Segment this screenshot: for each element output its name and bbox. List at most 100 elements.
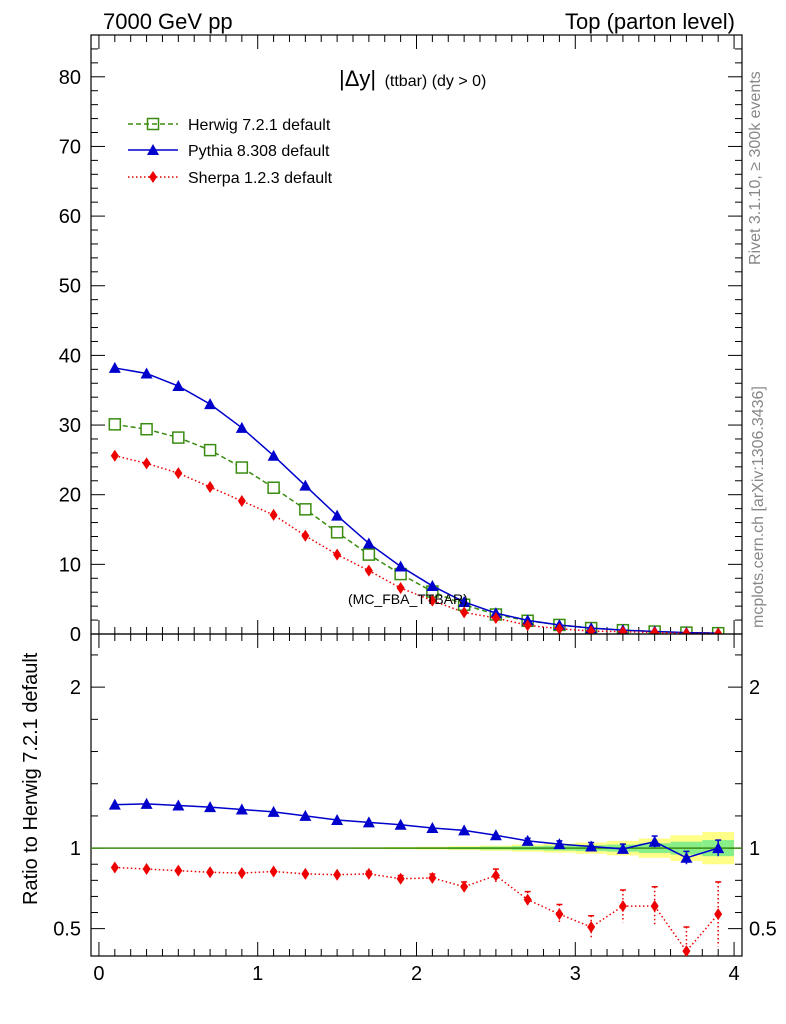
sherpa-point	[428, 594, 437, 607]
sherpa-point	[587, 625, 596, 634]
main-ytick-label: 30	[59, 415, 81, 437]
ratio-point-sherpa	[428, 871, 437, 884]
main-ytick-label: 80	[59, 67, 81, 89]
mcplots-label: mcplots.cern.ch [arXiv:1306.3436]	[750, 386, 767, 628]
legend-entry-sherpa: Sherpa 1.2.3 default	[128, 170, 333, 187]
watermark: (MC_FBA_TTBAR)	[348, 591, 468, 607]
ratio-point-pythia	[331, 813, 344, 825]
ratio-point-pythia	[521, 834, 534, 846]
ratio-ytick-label-right: 1	[749, 838, 760, 860]
ratio-point-pythia	[140, 797, 153, 809]
herwig-point	[362, 548, 376, 561]
pythia-point	[172, 380, 185, 392]
legend-label-herwig: Herwig 7.2.1 default	[188, 117, 331, 134]
ratio-point-sherpa	[555, 908, 564, 921]
ratio-ytick-label: 2	[70, 677, 81, 699]
ratio-point-sherpa	[523, 893, 532, 906]
header-left: 7000 GeV pp	[103, 9, 233, 34]
ratio-point-sherpa	[682, 945, 691, 956]
xtick-label: 2	[411, 963, 422, 985]
ratio-point-sherpa	[714, 908, 723, 921]
rivet-label: Rivet 3.1.10, ≥ 300k events	[747, 71, 764, 265]
legend-marker-herwig	[146, 117, 160, 131]
herwig-point	[203, 443, 217, 457]
header-right: Top (parton level)	[565, 9, 735, 34]
plot-title-rest: (ttbar) (dy > 0)	[385, 73, 487, 90]
pythia-point	[267, 449, 280, 461]
legend-label-sherpa: Sherpa 1.2.3 default	[188, 170, 333, 187]
pythia-point	[362, 537, 375, 549]
ratio-point-sherpa	[460, 880, 469, 893]
ratio-point-pythia	[585, 840, 598, 852]
sherpa-point	[269, 508, 278, 521]
legend-entry-herwig: Herwig 7.2.1 default	[128, 117, 331, 134]
sherpa-point	[396, 582, 405, 595]
legend-entry-pythia: Pythia 8.308 default	[128, 143, 330, 160]
ratio-point-sherpa	[333, 868, 342, 881]
ratio-ytick-label-right: 0.5	[749, 919, 777, 941]
ratio-point-sherpa	[396, 872, 405, 885]
ratio-point-sherpa	[110, 861, 119, 874]
ratio-point-pythia	[616, 842, 629, 854]
sherpa-point	[491, 611, 500, 624]
pythia-point	[458, 595, 471, 607]
pythia-point	[140, 367, 153, 379]
ratio-series	[91, 797, 742, 956]
main-ytick-label: 60	[59, 206, 81, 228]
legend-marker-sherpa	[149, 171, 157, 183]
main-ytick-label: 40	[59, 345, 81, 367]
plot-title: |Δy| (ttbar) (dy > 0)	[339, 66, 486, 91]
sherpa-point	[523, 619, 532, 632]
main-ytick-label: 0	[70, 624, 81, 646]
ratio-plot: 0.5 0.5 1 1 2 2 0 1 2 3 4	[53, 633, 777, 985]
ratio-point-pythia	[712, 842, 725, 854]
sherpa-point	[460, 606, 469, 619]
main-ytick-label: 20	[59, 485, 81, 507]
sherpa-point	[301, 529, 310, 542]
ratio-point-pythia	[680, 851, 693, 863]
ratio-point-pythia	[394, 818, 407, 830]
pythia-point	[108, 361, 121, 373]
ratio-point-pythia	[458, 824, 471, 836]
herwig-point	[108, 418, 122, 431]
main-ytick-label: 70	[59, 136, 81, 158]
ratio-point-pythia	[108, 798, 121, 810]
xtick-label: 3	[570, 963, 581, 985]
ratio-point-pythia	[172, 799, 185, 811]
xtick-label: 1	[252, 963, 263, 985]
ratio-point-sherpa	[174, 864, 183, 877]
legend-label-pythia: Pythia 8.308 default	[188, 143, 330, 160]
ratio-point-pythia	[489, 829, 502, 841]
ratio-point-pythia	[299, 809, 312, 821]
sherpa-point	[714, 627, 723, 634]
ratio-point-pythia	[553, 838, 566, 850]
sherpa-point	[650, 626, 659, 634]
main-ytick-label: 50	[59, 276, 81, 298]
ratio-ytick-label: 0.5	[53, 919, 81, 941]
ratio-point-sherpa	[587, 921, 596, 934]
plot-title-main: |Δy|	[339, 66, 376, 91]
ratio-ytick-label: 1	[70, 838, 81, 860]
ratio-point-pythia	[267, 805, 280, 817]
ratio-frame	[90, 633, 743, 957]
ratio-line-sherpa	[114, 866, 719, 953]
ratio-point-sherpa	[269, 865, 278, 878]
ratio-point-sherpa	[237, 867, 246, 880]
sherpa-point	[364, 564, 373, 577]
sherpa-point	[237, 494, 246, 507]
xtick-label: 4	[728, 963, 739, 985]
ratio-ylabel: Ratio to Herwig 7.2.1 default	[20, 652, 42, 905]
herwig-point	[299, 503, 312, 516]
herwig-point	[330, 526, 344, 539]
pythia-point	[394, 560, 407, 572]
ratio-point-pythia	[362, 816, 375, 828]
sherpa-point	[618, 625, 627, 634]
ratio-point-pythia	[204, 801, 217, 813]
sherpa-point	[555, 622, 564, 634]
pythia-point	[235, 421, 248, 433]
main-series	[108, 361, 725, 634]
ratio-point-sherpa	[618, 900, 627, 913]
ratio-ytick-label-right: 2	[749, 677, 760, 699]
ratio-point-sherpa	[142, 863, 151, 876]
